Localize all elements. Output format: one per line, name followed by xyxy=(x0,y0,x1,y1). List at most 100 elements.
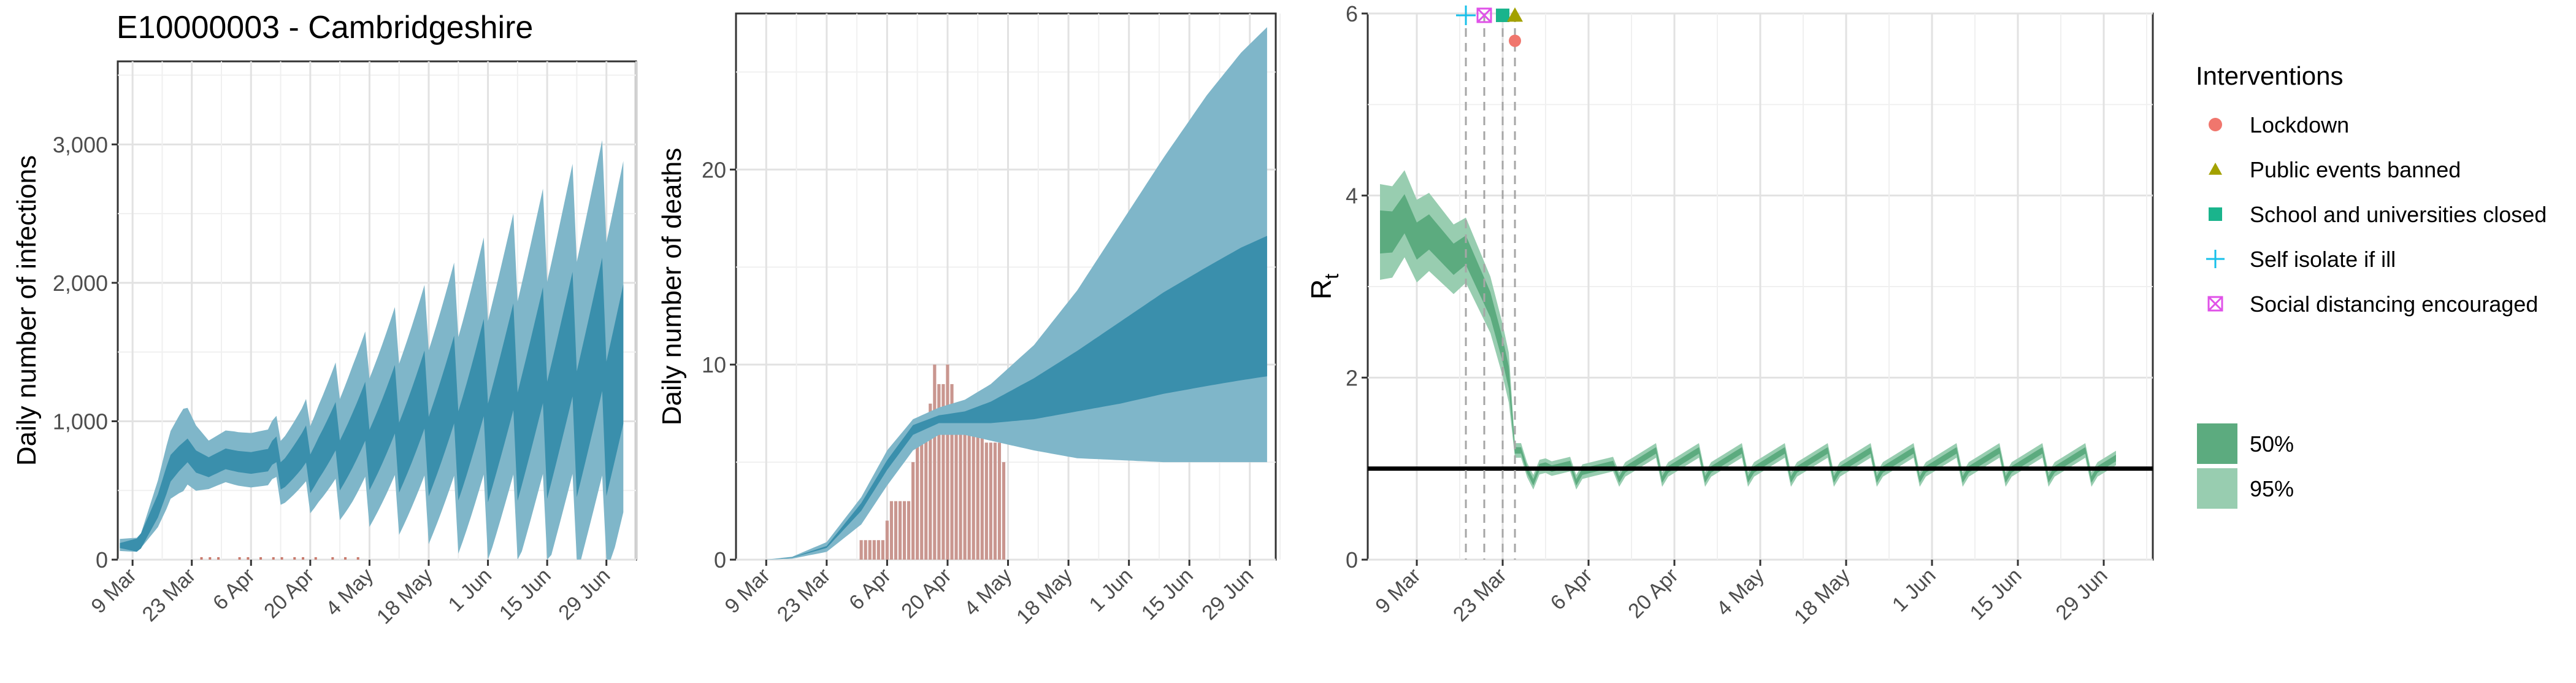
y-tick-label: 3,000 xyxy=(53,132,108,157)
y-tick-label: 2,000 xyxy=(53,271,108,296)
legend: Interventions Lockdown Public events bann… xyxy=(2196,61,2547,509)
reported-death-bar xyxy=(993,442,997,560)
x-tick-label: 1 Jun xyxy=(1085,564,1138,617)
legend-ci-swatch xyxy=(2197,423,2237,464)
rt-y-axis-title: Rt xyxy=(1305,274,1343,299)
y-tick-label: 2 xyxy=(1346,365,1358,390)
reported-death-bar xyxy=(881,540,884,560)
self-isolate-marker xyxy=(1456,5,1476,25)
reported-infection-bar xyxy=(331,557,334,560)
y-tick-label: 0 xyxy=(1346,547,1358,573)
x-tick-label: 20 Apr xyxy=(897,564,956,623)
legend-ci-label: 95% xyxy=(2250,476,2294,501)
x-tick-label: 9 Mar xyxy=(721,564,775,618)
lockdown-marker xyxy=(1509,34,1521,47)
reported-death-bar xyxy=(980,423,984,560)
y-tick-label: 1,000 xyxy=(53,409,108,434)
reported-infection-bar xyxy=(293,557,296,560)
reported-death-bar xyxy=(1002,462,1006,560)
x-tick-label: 15 Jun xyxy=(495,564,556,625)
reported-infection-bar xyxy=(344,557,347,560)
figure-title: E10000003 - Cambridgeshire xyxy=(117,10,533,45)
reported-infection-bar xyxy=(247,557,250,560)
reported-death-bar xyxy=(868,540,872,560)
legend-ci-swatch xyxy=(2197,468,2237,509)
social-distancing-marker xyxy=(1476,7,1492,23)
x-tick-label: 1 Jun xyxy=(1888,564,1941,617)
reported-death-bar xyxy=(920,423,924,560)
rt-band-50 xyxy=(1380,194,2116,486)
legend-key-plus xyxy=(2206,250,2225,268)
reported-death-bar xyxy=(963,423,967,560)
social-distancing-marker-box xyxy=(1476,7,1492,23)
reported-death-bar xyxy=(929,403,932,560)
x-tick-label: 4 May xyxy=(1712,564,1768,620)
deaths-band-95 xyxy=(766,27,1267,560)
x-tick-label: 23 Mar xyxy=(773,564,835,627)
reported-infection-bar xyxy=(314,557,317,560)
legend-key-square-x xyxy=(2207,296,2223,312)
x-tick-label: 9 Mar xyxy=(86,564,140,618)
x-tick-label: 23 Mar xyxy=(138,564,201,627)
legend-key-square-x-d2 xyxy=(2207,296,2223,312)
rt-band-95 xyxy=(1380,170,2116,490)
reported-death-bar xyxy=(954,403,958,560)
x-tick-label: 29 Jun xyxy=(1197,564,1258,625)
legend-ci-label: 50% xyxy=(2250,431,2294,457)
x-tick-label: 20 Apr xyxy=(259,564,318,623)
y-tick-label: 20 xyxy=(702,157,726,182)
reported-death-bar xyxy=(864,540,867,560)
reported-death-bar xyxy=(946,365,949,560)
y-tick-label: 4 xyxy=(1346,183,1358,209)
x-tick-label: 18 May xyxy=(1012,564,1077,629)
x-tick-label: 9 Mar xyxy=(1371,564,1425,618)
reported-death-bar xyxy=(916,442,919,560)
legend-ci: 50% 95% xyxy=(2197,423,2294,509)
reported-death-bar xyxy=(876,540,880,560)
reported-death-bar xyxy=(933,365,937,560)
reported-death-bar xyxy=(885,520,889,560)
reported-death-bar xyxy=(984,442,988,560)
deaths-y-axis-title: Daily number of deaths xyxy=(657,148,687,425)
deaths-series xyxy=(766,27,1267,560)
legend-key-square-x-box xyxy=(2207,296,2223,312)
x-tick-label: 6 Apr xyxy=(1546,564,1597,615)
reported-death-bar xyxy=(872,540,876,560)
deaths-y-ticks: 0 10 20 xyxy=(702,157,736,573)
x-tick-label: 18 May xyxy=(372,564,437,629)
legend-item-label: Social distancing encouraged xyxy=(2250,291,2538,317)
legend-item-label: Self isolate if ill xyxy=(2250,247,2396,272)
reported-death-bar xyxy=(967,423,971,560)
reported-infection-bar xyxy=(217,557,220,560)
public-events-marker xyxy=(1507,7,1523,22)
rt-series xyxy=(1368,5,2153,560)
reported-death-bar xyxy=(976,423,979,560)
reported-death-bar xyxy=(959,403,962,560)
rt-x-ticks: 9 Mar 23 Mar 6 Apr 20 Apr 4 May 18 May 1 Jun 15… xyxy=(1371,560,2112,628)
reported-death-bar xyxy=(941,384,945,560)
reported-infection-bar xyxy=(238,557,241,560)
social-distancing-marker-d2 xyxy=(1476,7,1492,23)
legend-item-label: Lockdown xyxy=(2250,112,2349,137)
legend-interventions: Lockdown Public events banned School and u… xyxy=(2206,112,2547,317)
infections-series xyxy=(120,140,624,560)
reported-infection-bar xyxy=(200,557,203,560)
reported-death-bar xyxy=(894,501,898,560)
reported-infection-bar xyxy=(302,557,305,560)
reported-infection-bar xyxy=(272,557,275,560)
x-tick-label: 20 Apr xyxy=(1623,564,1682,623)
infections-y-ticks: 0 1,000 2,000 3,000 xyxy=(53,132,118,573)
rt-panel: 0 2 4 6 9 Mar 23 Mar 6 Apr 20 Apr 4 May 18 May 1 … xyxy=(1305,1,2154,628)
reported-infection-bar xyxy=(259,557,263,560)
x-tick-label: 4 May xyxy=(321,564,378,620)
reported-death-bar xyxy=(907,501,911,560)
reported-death-bar xyxy=(997,442,1002,560)
reported-death-bar xyxy=(898,501,902,560)
x-tick-label: 6 Apr xyxy=(209,564,259,615)
reported-death-bar xyxy=(972,423,975,560)
